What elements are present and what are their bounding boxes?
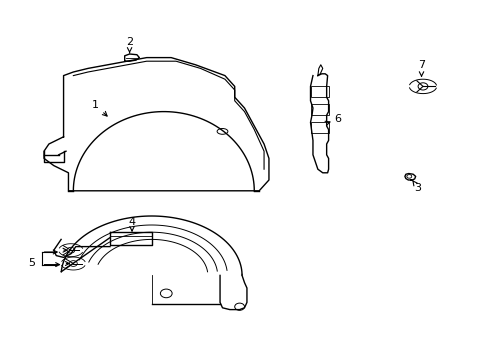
Text: 3: 3 [411, 180, 421, 193]
Bar [311, 122, 328, 133]
Text: 4: 4 [128, 217, 135, 231]
Text: 6: 6 [325, 114, 340, 126]
Text: 1: 1 [92, 100, 107, 116]
Text: 5: 5 [28, 258, 35, 268]
Text: 2: 2 [126, 37, 133, 53]
Bar [311, 86, 328, 97]
Bar [311, 104, 328, 115]
Text: 7: 7 [417, 60, 424, 76]
